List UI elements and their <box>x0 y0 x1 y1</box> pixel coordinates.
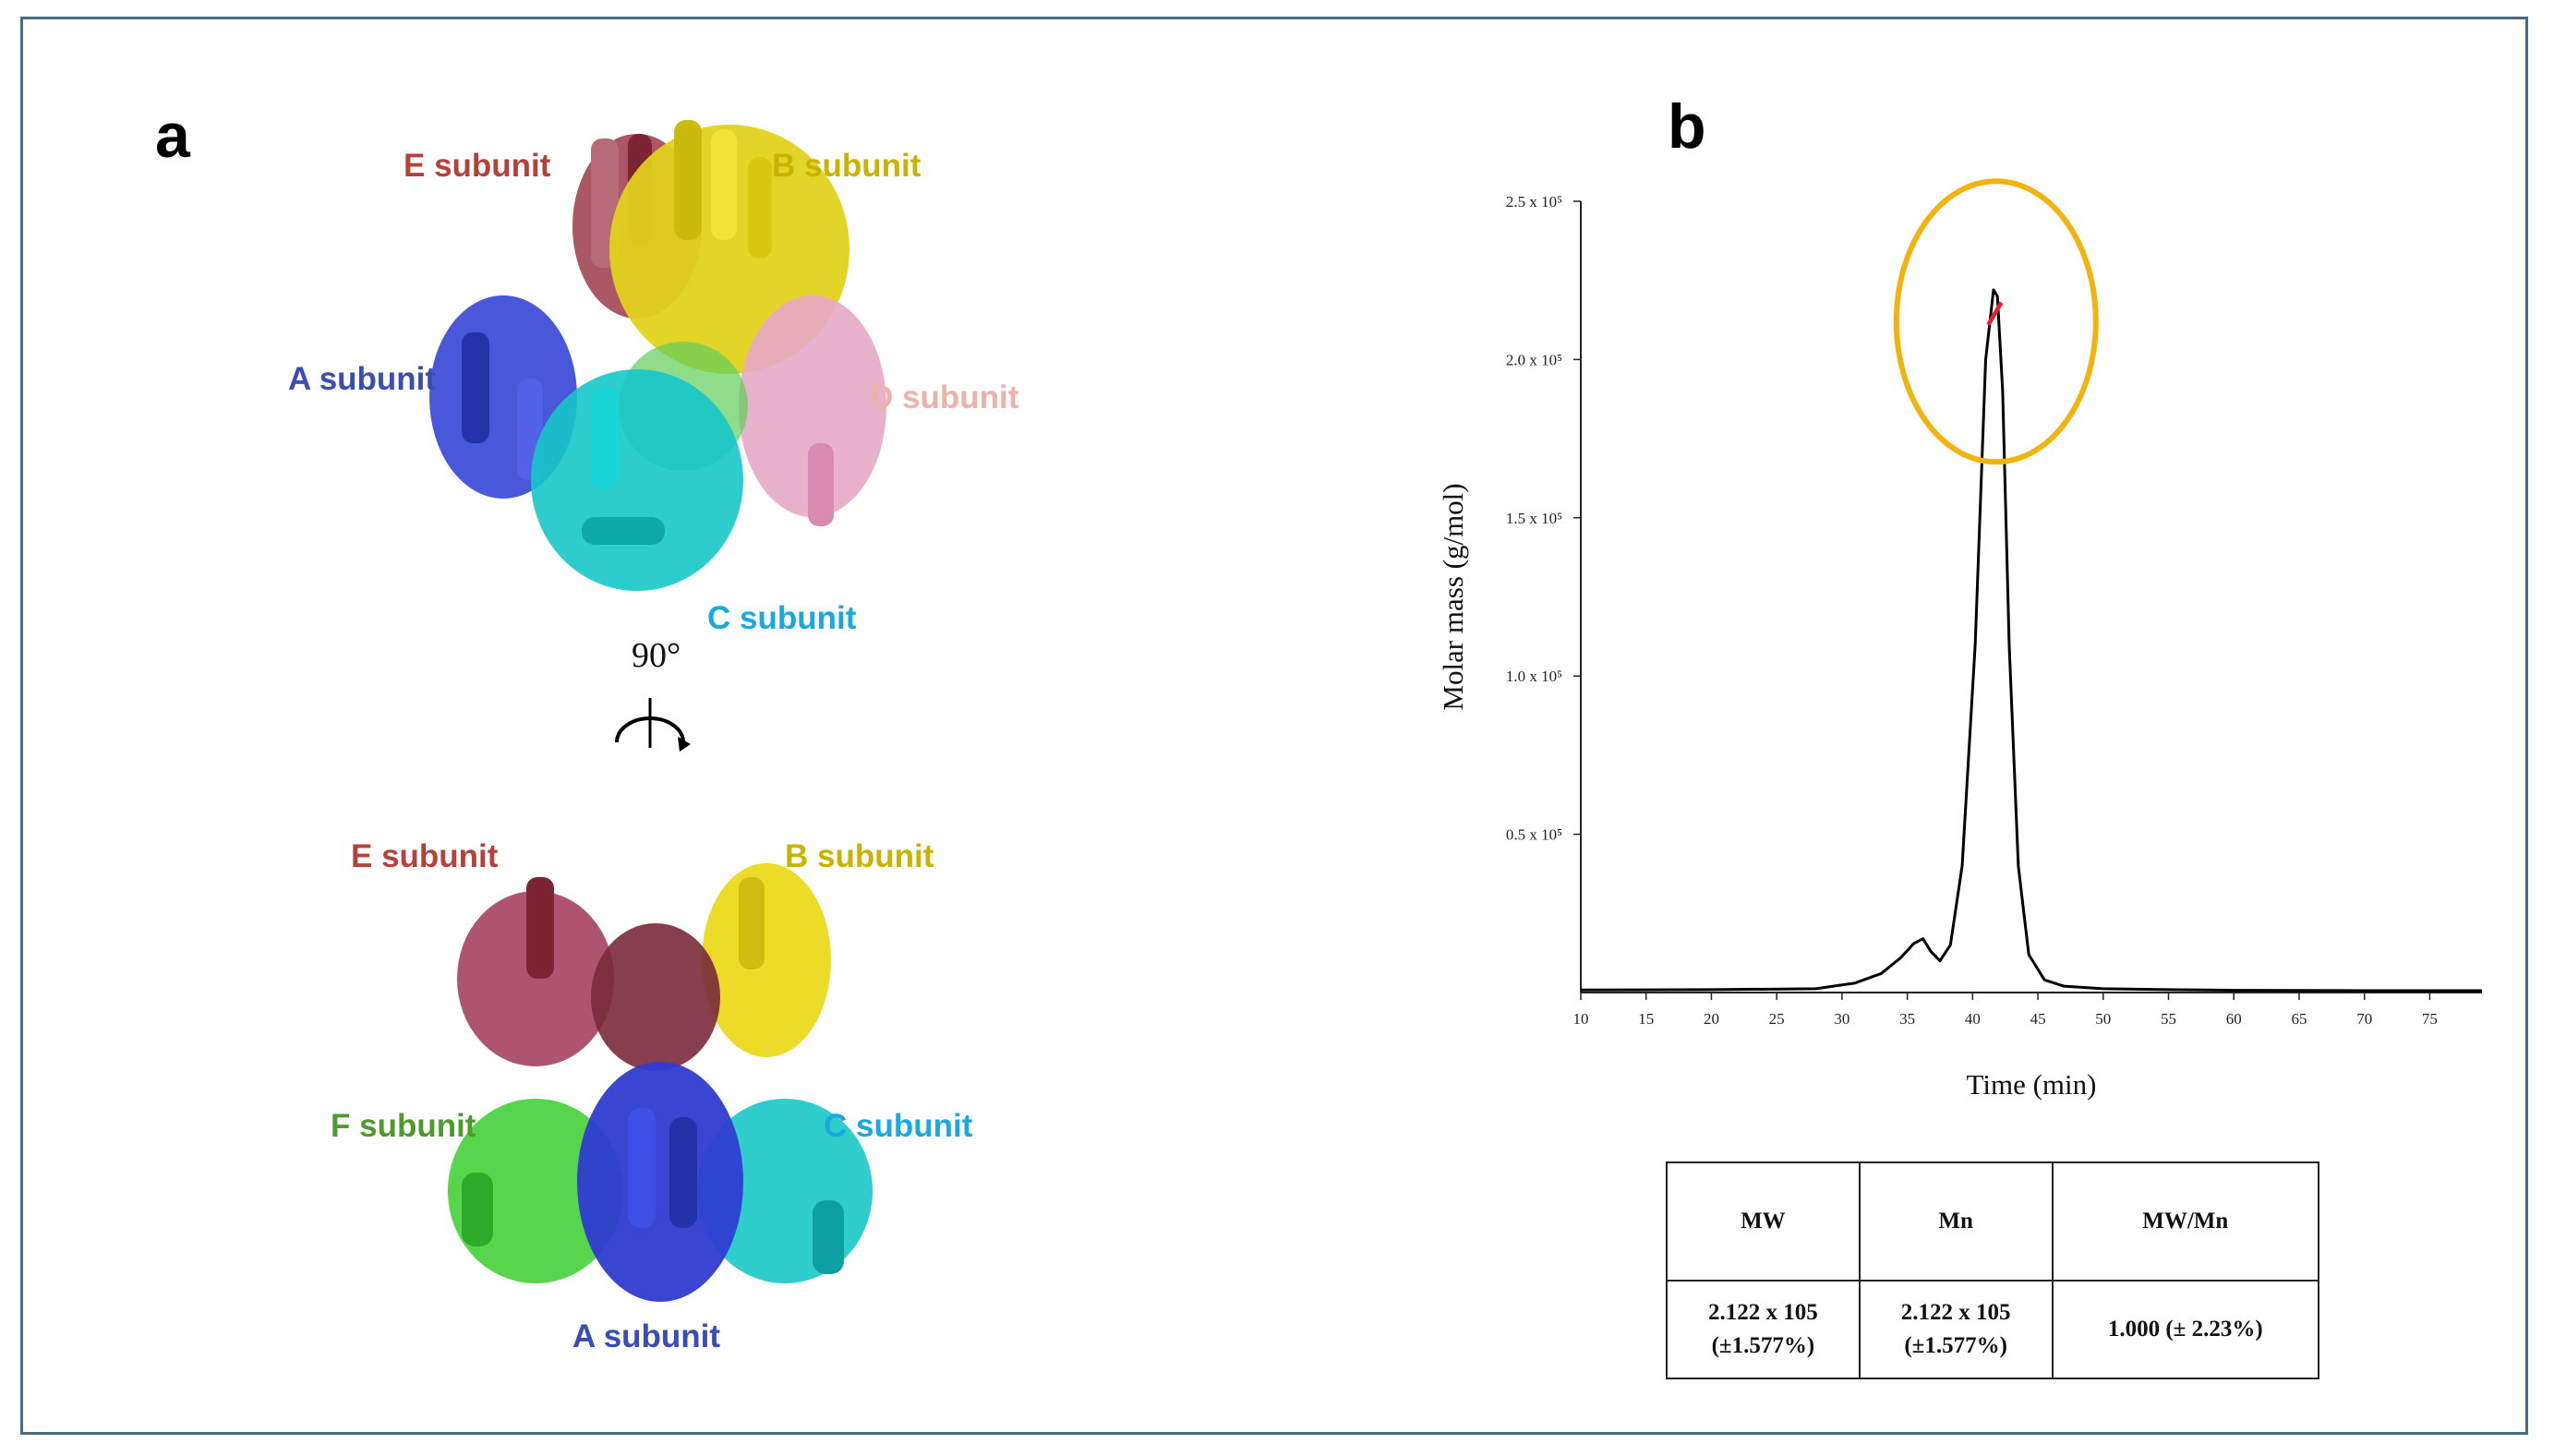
peak-highlight-ellipse <box>1893 178 2099 465</box>
x-tick-label: 20 <box>1704 1010 1719 1028</box>
signal-trace <box>1580 288 2482 993</box>
top-label-d-subunit: D subunit <box>870 379 1019 415</box>
y-axis-title: Molar mass (g/mol) <box>1437 483 1469 710</box>
header-mw: MW <box>1666 1161 1861 1282</box>
cell-mn-error: (±1.577%) <box>1904 1333 2007 1358</box>
cell-mw: 2.122 x 105 (±1.577%) <box>1666 1280 1861 1379</box>
cell-mw-error: (±1.577%) <box>1711 1333 1815 1358</box>
x-tick-label: 40 <box>1965 1010 1981 1028</box>
panel-a-letter: a <box>155 101 190 171</box>
x-tick-label: 15 <box>1638 1010 1654 1028</box>
cell-mn-value: 2.122 x 105 <box>1900 1300 2011 1325</box>
rotation-degree-label: 90° <box>632 636 681 675</box>
x-tick-label: 10 <box>1573 1010 1589 1028</box>
x-tick-label: 45 <box>2030 1010 2046 1028</box>
cell-mw-mn-value: 1.000 (± 2.23%) <box>2107 1317 2263 1342</box>
header-mn: Mn <box>1858 1161 2054 1282</box>
top-label-a-subunit: A subunit <box>288 361 437 397</box>
cell-mw-mn: 1.000 (± 2.23%) <box>2051 1280 2320 1379</box>
side-label-f-subunit: F subunit <box>331 1108 476 1144</box>
panel-b-letter: b <box>1668 91 1706 162</box>
y-tick-label: 2.5 x 10⁵ <box>1506 193 1562 211</box>
rotation-arrow-icon <box>615 698 691 752</box>
x-axis-title: Time (min) <box>1967 1068 2097 1101</box>
table-row: 2.122 x 105 (±1.577%) 2.122 x 105 (±1.57… <box>1666 1280 2320 1379</box>
molar-mass-fit-line <box>1986 301 2004 326</box>
top-label-b-subunit: B subunit <box>772 148 922 184</box>
x-tick-label: 70 <box>2356 1010 2372 1028</box>
x-tick-label: 65 <box>2291 1010 2307 1028</box>
x-tick-label: 75 <box>2422 1010 2438 1028</box>
mw-results-table: MW Mn MW/Mn 2.122 x 105 (±1.577%) 2.122 … <box>1666 1161 2320 1379</box>
x-tick-label: 55 <box>2161 1010 2176 1028</box>
x-tick-label: 30 <box>1834 1010 1849 1028</box>
figure-frame <box>20 17 2528 1435</box>
top-label-e-subunit: E subunit <box>404 148 551 184</box>
side-label-a-subunit: A subunit <box>572 1318 721 1354</box>
header-mw-mn: MW/Mn <box>2051 1161 2320 1282</box>
side-label-e-subunit: E subunit <box>351 838 499 874</box>
table-header-row: MW Mn MW/Mn <box>1666 1161 2320 1282</box>
x-tick-label: 25 <box>1769 1010 1785 1028</box>
x-tick-label: 60 <box>2226 1010 2242 1028</box>
y-tick-label: 2.0 x 10⁵ <box>1506 351 1562 368</box>
cell-mw-value: 2.122 x 105 <box>1708 1300 1818 1325</box>
y-tick-label: 0.5 x 10⁵ <box>1506 826 1562 844</box>
cell-mn: 2.122 x 105 (±1.577%) <box>1858 1280 2054 1379</box>
y-tick-label: 1.0 x 10⁵ <box>1506 668 1562 685</box>
x-tick-label: 50 <box>2095 1010 2111 1028</box>
y-tick-label: 1.5 x 10⁵ <box>1506 510 1562 527</box>
side-label-b-subunit: B subunit <box>785 838 934 874</box>
top-label-c-subunit: C subunit <box>707 600 857 636</box>
x-tick-label: 35 <box>1899 1010 1915 1028</box>
side-label-c-subunit: C subunit <box>824 1108 973 1144</box>
